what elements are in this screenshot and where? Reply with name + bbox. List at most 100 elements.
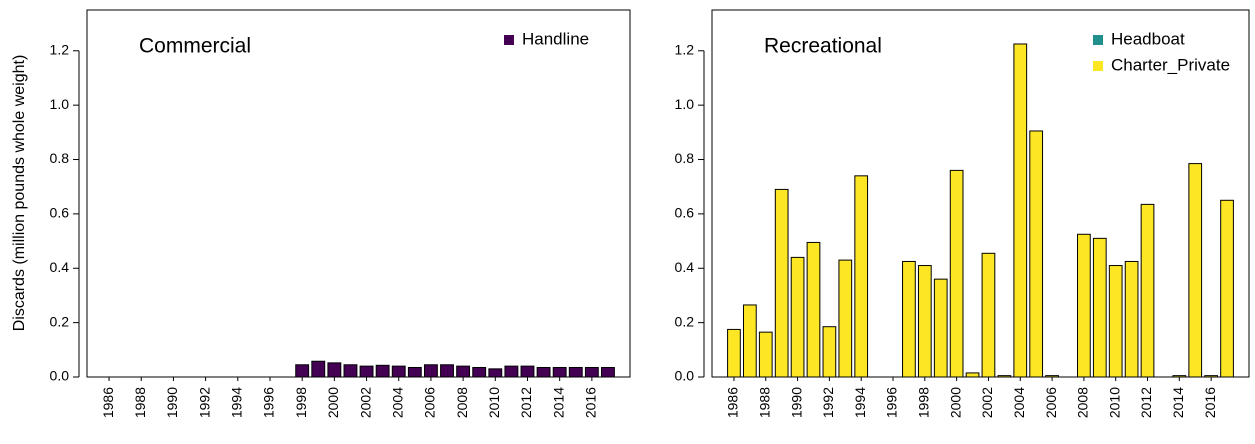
bar <box>456 365 471 378</box>
x-tick-label: 2004 <box>1011 387 1027 418</box>
bar <box>407 366 422 378</box>
bar <box>933 278 948 378</box>
x-tick-label: 1990 <box>164 387 180 418</box>
x-tick-label: 1988 <box>132 387 148 418</box>
bar <box>742 304 757 378</box>
bar <box>790 256 805 378</box>
panel-title: Commercial <box>139 35 251 58</box>
x-tick-label: 2010 <box>486 387 502 418</box>
bar <box>1172 375 1187 378</box>
x-tick-label: 2016 <box>583 387 599 418</box>
bar <box>917 265 932 378</box>
y-tick-label: 0.4 <box>50 259 70 275</box>
y-tick-label: 1.0 <box>675 96 695 112</box>
x-tick-label: 2012 <box>518 387 534 418</box>
bar <box>997 375 1012 378</box>
y-tick-label: 0.6 <box>675 205 695 221</box>
x-tick-label: 1988 <box>756 387 772 418</box>
bar <box>552 366 567 378</box>
x-tick-label: 2000 <box>325 387 341 418</box>
legend-swatch <box>1093 61 1103 71</box>
plot-frame <box>86 9 631 378</box>
bar <box>504 365 519 378</box>
bar <box>822 326 837 378</box>
bar <box>965 372 980 378</box>
y-tick-label: 0.2 <box>675 313 695 329</box>
x-tick-label: 1986 <box>725 387 741 418</box>
x-tick-label: 2006 <box>422 387 438 418</box>
x-tick-label: 2008 <box>454 387 470 418</box>
bar <box>488 368 503 378</box>
bar <box>295 364 310 378</box>
x-tick-label: 2004 <box>389 387 405 418</box>
bar <box>375 364 390 378</box>
bar <box>472 366 487 378</box>
x-tick-label: 2014 <box>1170 387 1186 418</box>
bar <box>601 366 615 378</box>
x-tick-label: 2000 <box>947 387 963 418</box>
x-tick-label: 1986 <box>100 387 116 418</box>
bar <box>1124 260 1139 378</box>
bar <box>838 259 853 378</box>
y-tick-label: 0.0 <box>675 368 695 384</box>
x-tick-label: 1998 <box>916 387 932 418</box>
bar <box>1092 237 1107 378</box>
x-tick-label: 2010 <box>1106 387 1122 418</box>
plot-frame <box>711 9 1250 378</box>
x-tick-label: 2008 <box>1075 387 1091 418</box>
x-tick-label: 1990 <box>788 387 804 418</box>
y-tick-label: 1.2 <box>675 41 695 57</box>
y-axis-label: Discards (million pounds whole weight) <box>11 55 28 332</box>
y-tick-label: 1.2 <box>50 41 70 57</box>
bar <box>854 175 869 378</box>
x-tick-label: 1996 <box>884 387 900 418</box>
y-tick-label: 1.0 <box>50 96 70 112</box>
bar <box>391 365 406 378</box>
legend-label: Headboat <box>1111 29 1185 48</box>
x-tick-label: 1992 <box>820 387 836 418</box>
bar <box>359 365 374 378</box>
bar <box>1077 233 1091 378</box>
bar <box>1045 375 1059 378</box>
x-tick-label: 2014 <box>550 387 566 418</box>
bar <box>568 366 583 378</box>
x-tick-label: 1992 <box>196 387 212 418</box>
bar <box>806 241 821 378</box>
bar <box>520 365 535 378</box>
bar <box>1188 163 1203 378</box>
x-tick-label: 2002 <box>357 387 373 418</box>
y-tick-label: 0.0 <box>50 368 70 384</box>
bar <box>536 366 551 378</box>
bar <box>1108 265 1123 378</box>
bar <box>1220 199 1234 378</box>
panel-title: Recreational <box>764 35 882 58</box>
y-tick-label: 0.8 <box>675 150 695 166</box>
y-tick-label: 0.4 <box>675 259 695 275</box>
x-tick-label: 2016 <box>1202 387 1218 418</box>
bar <box>902 260 916 378</box>
x-tick-label: 1994 <box>852 387 868 418</box>
y-tick-label: 0.6 <box>50 205 70 221</box>
bar <box>1013 43 1028 378</box>
x-tick-label: 2002 <box>979 387 995 418</box>
y-tick-label: 0.2 <box>50 313 70 329</box>
bar <box>727 328 741 378</box>
x-tick-label: 2012 <box>1138 387 1154 418</box>
y-tick-label: 0.8 <box>50 150 70 166</box>
bar <box>1204 375 1219 378</box>
legend-label: Handline <box>522 29 589 48</box>
bar <box>758 331 773 378</box>
bar <box>584 366 599 378</box>
bar <box>949 169 964 378</box>
bar <box>343 364 358 378</box>
x-tick-label: 1998 <box>293 387 309 418</box>
legend-label: Charter_Private <box>1111 55 1230 74</box>
x-tick-label: 2006 <box>1043 387 1059 418</box>
bar <box>1140 203 1155 378</box>
bar <box>774 188 789 378</box>
bar <box>981 252 996 378</box>
bar <box>1029 130 1044 378</box>
legend-swatch <box>1093 35 1103 45</box>
legend-swatch <box>504 35 514 45</box>
